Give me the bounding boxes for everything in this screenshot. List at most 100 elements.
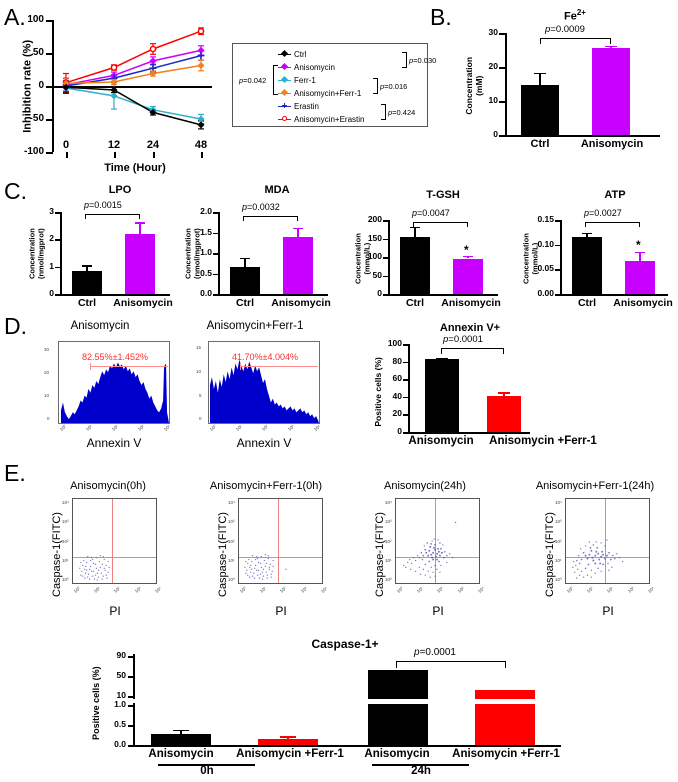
panelA-ytick-label: -50 bbox=[29, 113, 44, 124]
panelD-hist1-xtick: 10³ bbox=[136, 423, 146, 432]
panelC4-ytick bbox=[555, 244, 561, 247]
panelC-title-lpo: LPO bbox=[108, 184, 132, 196]
panelE-bar-ytick bbox=[128, 705, 134, 707]
panelE-bar-ytick bbox=[128, 745, 134, 747]
panelD-hist2-gate-label: 41.70%±4.004% bbox=[232, 352, 298, 362]
panelC4-pvalue: p=0.0027 bbox=[584, 208, 622, 218]
panelC4-ytick-label: 0.00 bbox=[537, 288, 554, 298]
panelE-dot4-xtick: 10¹ bbox=[585, 585, 595, 594]
panelB-title-sup: 2+ bbox=[576, 8, 586, 17]
panelE-dot1-ytick: 10⁴ bbox=[62, 500, 69, 505]
panelE-dot1-xtick: 10³ bbox=[133, 585, 143, 594]
panelA-ytick bbox=[46, 152, 53, 154]
panelC1-ytick-label: 1 bbox=[49, 260, 54, 271]
legend-label: Anisomycin+Ferr-1 bbox=[294, 88, 362, 98]
panelE-dot3-xtick: 10⁰ bbox=[395, 585, 405, 594]
panelE-dot1-title: Anisomycin(0h) bbox=[70, 480, 146, 492]
panelC3-y-axis-title: Concentration (mmol/L) bbox=[353, 209, 371, 309]
panelA-xtick bbox=[66, 152, 68, 158]
panelE-dot3-ytick: 10² bbox=[385, 539, 392, 544]
panelC2-ytick-label: 0.5 bbox=[200, 267, 212, 278]
panelA-x-axis-title: Time (Hour) bbox=[104, 162, 166, 174]
panelA-xtick bbox=[114, 152, 116, 158]
panelE-dot3-xtick: 10⁴ bbox=[476, 585, 486, 595]
panelD-hist1-gate-label: 82.55%±1.452% bbox=[82, 352, 148, 362]
panelC4-xtick-anisomycin: Anisomycin bbox=[613, 297, 673, 309]
panelE-xtick-24h-anisomycin: Anisomycin bbox=[364, 748, 430, 760]
panelE-bar-y-axis-title: Positive cells (%) bbox=[90, 666, 101, 740]
panelE-dot4-ytick: 10⁴ bbox=[555, 500, 562, 505]
panelA-zero-line bbox=[52, 86, 212, 88]
panelE-dot4-xtick: 10³ bbox=[626, 585, 636, 594]
panelD-pvalue: p=0.0001 bbox=[443, 334, 483, 345]
panelC4-ytick bbox=[555, 220, 561, 222]
panelE-dot4-xtick: 10² bbox=[605, 585, 615, 594]
legend-item-ferr1[interactable]: Ferr-1 bbox=[278, 74, 316, 86]
panelE-dot3-ytick: 10⁴ bbox=[385, 500, 392, 505]
panelD-hist1-ytick: 10 bbox=[44, 393, 50, 398]
panelD-xtick-anisomycin: Anisomycin bbox=[408, 435, 474, 447]
panelE-dot2-points bbox=[244, 553, 287, 580]
panelC1-bar-anisomycin bbox=[125, 234, 155, 294]
panelE-dot3-points bbox=[403, 521, 457, 578]
panelE-bar-ytick-label: 10 bbox=[116, 690, 126, 700]
panelE-bar-ytick bbox=[128, 656, 134, 658]
panelC2-ytick bbox=[213, 253, 219, 255]
legend-item-anisomycin-erastin[interactable]: Anisomycin+Erastin bbox=[278, 113, 364, 125]
panelE-dot4-ytick: 10² bbox=[555, 539, 562, 544]
legend-label: Anisomycin+Erastin bbox=[294, 114, 365, 124]
panelA-y-axis-title: Inhibition rate (%) bbox=[21, 39, 34, 133]
panelE-dotplot-anisomycin-24h bbox=[395, 498, 480, 584]
panelE-dotplot-anisomycin-ferr1-0h bbox=[238, 498, 323, 584]
panelB-ylabel-l2: (mM) bbox=[474, 75, 484, 96]
panelC-title-tgsh: T-GSH bbox=[426, 189, 460, 201]
panelB-errorbar-ctrl bbox=[534, 72, 546, 85]
legend-item-erastin[interactable]: Erastin bbox=[278, 100, 319, 112]
panelE-dot1-xtick: 10⁰ bbox=[72, 585, 82, 594]
legend-marker-erastin bbox=[278, 102, 291, 111]
panelC2-significance-bracket bbox=[243, 216, 298, 221]
panelB-ytick bbox=[499, 101, 506, 103]
panelC1-ytick bbox=[55, 212, 61, 214]
panelC1-significance-bracket bbox=[85, 214, 140, 219]
panelE-bar-anisomycin-ferr1-0h bbox=[258, 738, 318, 745]
legend-item-ctrl[interactable]: Ctrl bbox=[278, 48, 306, 60]
panelD-hist2-svg bbox=[209, 359, 319, 423]
panelA-ytick-label: 100 bbox=[27, 14, 44, 25]
panelC3-ytick-label: 0 bbox=[377, 288, 382, 298]
panelD-hist2-xtick: 10⁴ bbox=[312, 423, 322, 433]
legend-marker-anisomycin-erastin bbox=[278, 115, 291, 124]
panelB-bar-anisomycin bbox=[592, 48, 630, 135]
legend-item-anisomycin[interactable]: Anisomycin bbox=[278, 61, 335, 73]
panelC4-errorbar-ctrl bbox=[582, 232, 592, 237]
panelE-bar-anisomycin-24h-lower bbox=[368, 704, 428, 745]
panelE-bar-anisomycin-ferr1-24h-lower bbox=[475, 704, 535, 745]
panelE-dot2-xtick: 10² bbox=[278, 585, 288, 594]
panelD-histogram-anisomycin bbox=[58, 341, 170, 424]
legend-item-anisomycin-ferr1[interactable]: Anisomycin+Ferr-1 bbox=[278, 87, 361, 99]
panelE-dot1-ytick: 10⁰ bbox=[62, 577, 69, 582]
panelD-significance-bracket bbox=[441, 348, 504, 354]
panelC4-bar-ctrl bbox=[572, 236, 602, 294]
panelA-ytick bbox=[46, 20, 53, 22]
panelC4-significance-star: * bbox=[636, 238, 641, 252]
panelD-hist2-ytick: 15 bbox=[196, 345, 202, 350]
panelE-dot2-quadrant-v bbox=[278, 499, 279, 583]
panelC1-ylabel-l2: (nmol/mgprot) bbox=[36, 228, 45, 280]
panelE-dot2-ytick: 10⁰ bbox=[228, 577, 235, 582]
panelD-hist1-xtick: 10⁴ bbox=[162, 423, 172, 433]
panelE-bar-x-axis bbox=[133, 745, 561, 747]
panelC2-ytick bbox=[213, 273, 219, 275]
panelE-dot3-ytick: 10⁰ bbox=[385, 577, 392, 582]
panelD-hist1-gate-line bbox=[90, 362, 168, 372]
panelE-dot2-ytick: 10⁴ bbox=[228, 500, 235, 505]
panel-letter-b: B. bbox=[430, 4, 452, 30]
panelB-pvalue: p=0.0009 bbox=[545, 24, 585, 35]
panelE-bar-y-axis-lower bbox=[133, 703, 135, 746]
panelE-dot2-ytick: 10³ bbox=[228, 519, 235, 524]
panelD-bar-ytick bbox=[403, 432, 409, 434]
panelE-dot1-points bbox=[79, 554, 110, 581]
panelD-errorbar-anisomycin bbox=[436, 358, 448, 360]
panelE-dot4-ytick: 10⁰ bbox=[555, 577, 562, 582]
